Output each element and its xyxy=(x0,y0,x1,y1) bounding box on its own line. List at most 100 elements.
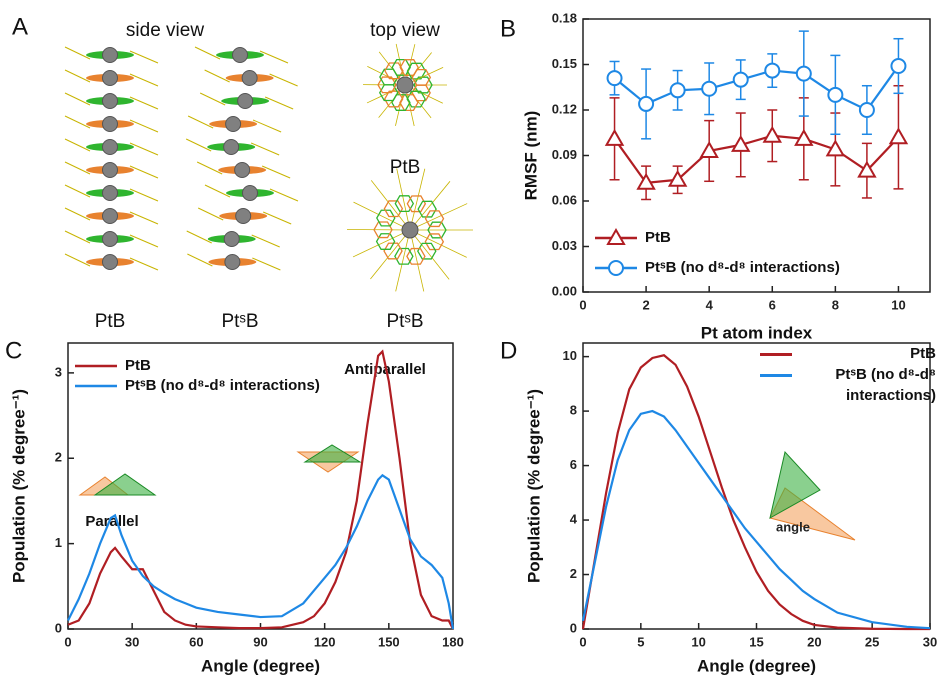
side-chain xyxy=(252,257,281,271)
x-tick-label: 15 xyxy=(749,634,763,649)
side-chain xyxy=(129,119,159,133)
legend-label: PtˢB (no d⁸-d⁸ interactions) xyxy=(645,259,840,276)
ligand xyxy=(406,62,427,80)
x-tick-label: 0 xyxy=(579,297,586,312)
structure-label: PtB xyxy=(95,311,126,332)
x-tick-label: 10 xyxy=(691,634,705,649)
ligand xyxy=(383,90,404,108)
y-tick-label: 6 xyxy=(570,457,577,472)
side-chain xyxy=(409,181,451,231)
side-chain xyxy=(352,229,411,258)
structure-label: PtˢB xyxy=(386,311,423,332)
marker xyxy=(825,139,846,157)
side-chain xyxy=(64,92,91,106)
y-tick-label: 0.00 xyxy=(552,283,577,298)
side-chain xyxy=(409,229,450,280)
marker xyxy=(669,82,686,99)
pt-atom xyxy=(102,116,118,132)
ligand xyxy=(424,233,445,251)
marker xyxy=(890,58,907,75)
y-tick-label: 2 xyxy=(570,566,577,581)
panel-letter: C xyxy=(5,337,22,364)
legend-label: PtB xyxy=(125,357,151,374)
angle-icon xyxy=(769,450,821,519)
series-line xyxy=(67,473,455,630)
side-chain xyxy=(129,142,159,156)
marker xyxy=(638,95,655,112)
side-chain xyxy=(64,253,91,267)
structure-label: PtˢB xyxy=(221,311,258,332)
marker xyxy=(608,260,624,276)
y-tick-label: 0.12 xyxy=(552,101,577,116)
y-tick-label: 0 xyxy=(55,620,62,635)
ligand xyxy=(373,221,393,239)
pt-atom xyxy=(102,47,118,63)
panel-letter: B xyxy=(500,15,516,42)
y-tick-label: 4 xyxy=(570,511,578,526)
side-chain xyxy=(395,229,411,292)
side-chain xyxy=(409,168,426,231)
ligand xyxy=(376,209,396,227)
side-chain xyxy=(199,92,226,106)
x-tick-label: 8 xyxy=(832,297,839,312)
ligand xyxy=(413,76,433,94)
marker xyxy=(701,80,718,97)
ligand xyxy=(424,210,445,228)
pt-atom xyxy=(235,208,252,224)
side-chain xyxy=(129,165,159,179)
side-chain xyxy=(204,184,231,198)
ligand xyxy=(383,200,404,218)
structure-label: PtB xyxy=(390,157,421,178)
view-label: top view xyxy=(370,20,440,41)
y-tick-label: 10 xyxy=(563,348,577,363)
side-chain xyxy=(185,138,212,152)
side-chain xyxy=(129,50,159,64)
legend-label: PtˢB (no d⁸-d⁸ interactions) xyxy=(835,366,936,404)
pt-atom xyxy=(102,254,118,270)
x-tick-label: 180 xyxy=(442,634,464,649)
marker xyxy=(604,128,625,146)
pt-atom xyxy=(102,70,118,86)
x-tick-label: 150 xyxy=(378,634,400,649)
marker xyxy=(731,134,751,152)
side-chain xyxy=(196,161,223,175)
pt-atom xyxy=(241,70,258,86)
marker xyxy=(794,128,814,146)
pt-atom xyxy=(224,254,241,270)
side-chain xyxy=(204,69,230,83)
ligand xyxy=(384,62,404,80)
ligand xyxy=(391,94,411,111)
side-chain xyxy=(269,73,298,87)
side-chain xyxy=(187,115,214,129)
side-chain xyxy=(259,50,289,64)
legend-swatch xyxy=(760,353,792,356)
marker xyxy=(699,140,719,158)
pt-atom xyxy=(225,116,242,132)
ligand xyxy=(394,247,414,265)
side-chain xyxy=(346,229,411,231)
side-chain xyxy=(194,46,221,60)
side-chain xyxy=(129,211,159,225)
ligand xyxy=(406,195,427,213)
side-chain xyxy=(64,161,91,175)
side-chain xyxy=(64,138,91,152)
side-chain xyxy=(370,180,411,231)
legend-label: PtB xyxy=(910,345,936,362)
marker xyxy=(858,102,875,118)
y-tick-label: 3 xyxy=(55,364,62,379)
x-axis-title: Pt atom index xyxy=(701,323,813,342)
side-chain xyxy=(129,188,159,202)
legend-label: PtˢB (no d⁸-d⁸ interactions) xyxy=(125,377,320,394)
marker xyxy=(888,127,909,145)
y-tick-label: 8 xyxy=(570,403,577,418)
side-chain xyxy=(251,234,280,248)
panel-letter: D xyxy=(500,337,517,364)
pt-atom xyxy=(223,139,240,155)
side-chain xyxy=(129,73,159,87)
x-tick-label: 25 xyxy=(865,634,879,649)
side-chain xyxy=(64,230,91,244)
x-axis-title: Angle (degree) xyxy=(697,656,816,675)
marker xyxy=(606,227,626,245)
pt-atom xyxy=(102,231,118,247)
